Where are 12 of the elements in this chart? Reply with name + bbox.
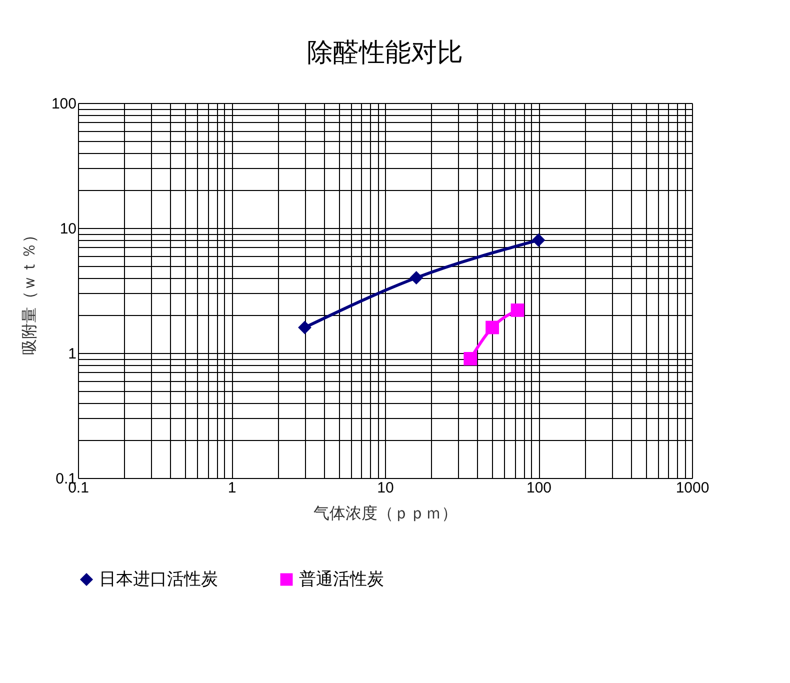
x-tick-label: 10 [377,480,394,496]
x-axis-title: 气体浓度（ｐｐｍ） [314,504,458,522]
y-tick-label: 100 [51,96,76,112]
x-tick-label: 1000 [676,480,710,496]
x-tick-label: 1 [228,480,236,496]
y-axis-title: 吸附量（ｗｔ％） [21,227,38,355]
legend-label: 日本进口活性炭 [99,570,218,589]
y-tick-label: 1 [68,346,76,362]
y-tick-label: 10 [60,220,76,238]
legend-label: 普通活性炭 [299,570,384,589]
chart-title: 除醛性能对比 [307,37,463,67]
x-tick-label: 100 [526,480,552,496]
